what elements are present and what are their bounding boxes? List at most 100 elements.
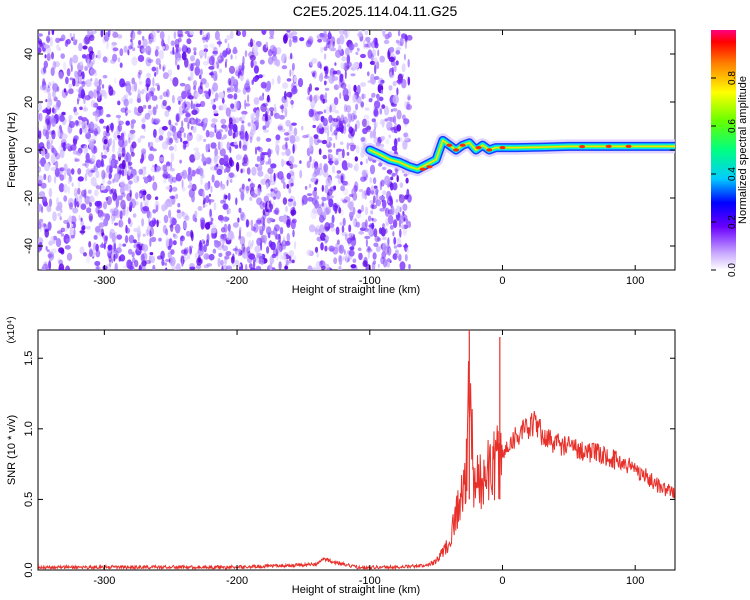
colorbar-tick-label: 0.8 (727, 71, 738, 85)
heatmap-noise-blob (199, 74, 202, 80)
heatmap-noise-blob (230, 54, 233, 60)
heatmap-noise-blob (129, 129, 136, 134)
heatmap-noise-blob (42, 84, 48, 94)
heatmap-noise-blob (92, 69, 96, 75)
heatmap-noise-blob (328, 114, 333, 124)
heatmap-noise-blob (146, 225, 151, 233)
heatmap-noise-blob (401, 224, 405, 230)
heatmap-noise-blob (382, 190, 387, 196)
heatmap-noise-blob (329, 186, 336, 192)
heatmap-noise-blob (259, 95, 264, 101)
ridge-hotspot (459, 143, 466, 147)
heatmap-noise-blob (150, 87, 156, 93)
heatmap-noise-blob (385, 138, 390, 145)
x-tick-label: -100 (359, 575, 381, 587)
heatmap-noise-blob (137, 71, 141, 79)
heatmap-noise-blob (356, 84, 361, 95)
heatmap-noise-blob (235, 197, 238, 206)
heatmap-noise-blob (90, 68, 96, 76)
heatmap-noise-blob (138, 69, 143, 75)
heatmap-noise-blob (372, 159, 377, 163)
heatmap-noise-blob (103, 91, 108, 100)
heatmap-noise-blob (325, 206, 332, 215)
heatmap-noise-blob (374, 235, 380, 243)
heatmap-noise-blob (250, 191, 256, 198)
heatmap-noise-blob (273, 196, 276, 200)
heatmap-noise-blob (190, 71, 194, 81)
heatmap-noise-blob (230, 76, 235, 82)
heatmap-noise-blob (194, 210, 198, 218)
heatmap-noise-blob (199, 167, 204, 177)
heatmap-noise-blob (227, 223, 231, 232)
heatmap-noise-blob (38, 33, 43, 37)
heatmap-noise-blob (290, 209, 297, 216)
heatmap-noise-blob (402, 140, 408, 150)
heatmap-noise-blob (278, 114, 285, 120)
heatmap-noise-blob (240, 168, 243, 174)
heatmap-noise-blob (294, 135, 300, 142)
heatmap-noise-blob (162, 66, 165, 72)
heatmap-noise-blob (163, 172, 169, 178)
heatmap-noise-blob (203, 264, 209, 269)
heatmap-noise-blob (251, 79, 254, 85)
heatmap-noise-blob (308, 108, 314, 118)
heatmap-noise-blob (253, 65, 259, 74)
heatmap-noise-blob (313, 136, 320, 146)
heatmap-noise-blob (123, 45, 128, 53)
heatmap-noise-blob (328, 245, 335, 252)
heatmap-noise-blob (183, 117, 189, 123)
heatmap-noise-blob (347, 112, 350, 118)
heatmap-noise-blob (167, 173, 171, 179)
heatmap-noise-blob (182, 43, 187, 52)
heatmap-noise-blob (283, 34, 288, 44)
heatmap-noise-blob (237, 248, 241, 253)
heatmap-noise-blob (319, 94, 324, 100)
heatmap-noise-blob (309, 136, 314, 147)
heatmap-noise-blob (179, 126, 185, 134)
heatmap-noise-blob (125, 235, 129, 243)
heatmap-noise-blob (308, 183, 312, 189)
heatmap-noise-blob (117, 57, 121, 63)
heatmap-noise-blob (320, 242, 324, 251)
heatmap-noise-blob (194, 151, 201, 161)
heatmap-noise-blob (191, 109, 198, 116)
heatmap-noise-blob (323, 109, 327, 114)
heatmap-noise-blob (249, 243, 253, 250)
heatmap-noise-blob (399, 37, 404, 47)
heatmap-noise-blob (316, 34, 320, 40)
heatmap-noise-blob (284, 90, 287, 100)
heatmap-noise-blob (169, 137, 174, 144)
heatmap-noise-blob (341, 148, 345, 159)
heatmap-noise-blob (208, 199, 215, 203)
heatmap-noise-blob (146, 72, 151, 78)
chart-title: C2E5.2025.114.04.11.G25 (292, 3, 458, 19)
heatmap-noise-blob (50, 139, 54, 144)
heatmap-noise-blob (263, 129, 269, 133)
heatmap-noise-blob (130, 30, 136, 41)
heatmap-noise-blob (117, 116, 121, 126)
heatmap-noise-blob (317, 206, 323, 216)
heatmap-noise-blob (142, 38, 148, 47)
heatmap-noise-blob (215, 62, 220, 69)
heatmap-noise-blob (132, 257, 136, 263)
heatmap-noise-blob (270, 188, 274, 192)
heatmap-noise-blob (392, 219, 398, 229)
heatmap-noise-blob (266, 80, 272, 91)
heatmap-noise-blob (334, 157, 339, 166)
heatmap-noise-blob (211, 174, 215, 183)
heatmap-noise-blob (152, 181, 158, 191)
heatmap-noise-blob (155, 104, 158, 110)
heatmap-noise-blob (355, 51, 359, 56)
heatmap-noise-blob (373, 105, 379, 111)
heatmap-noise-blob (275, 139, 280, 144)
heatmap-noise-blob (323, 53, 327, 60)
heatmap-noise-blob (228, 157, 233, 166)
heatmap-noise-blob (269, 30, 275, 38)
heatmap-noise-blob (175, 263, 181, 270)
heatmap-noise-blob (78, 80, 84, 84)
heatmap-noise-blob (94, 77, 99, 88)
heatmap-noise-blob (369, 60, 376, 65)
heatmap-noise-blob (143, 177, 149, 184)
heatmap-noise-blob (246, 231, 253, 238)
heatmap-noise-blob (214, 180, 220, 189)
